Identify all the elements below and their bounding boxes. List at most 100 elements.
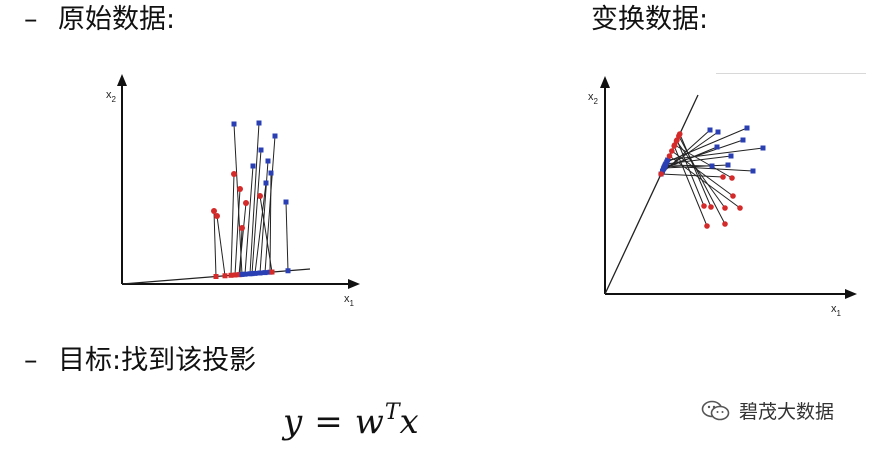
right-stem [667,147,764,161]
formula-equals: = [314,402,343,442]
left-red-point [239,225,245,231]
right-stem [663,164,729,169]
original-data-plot: x2 x1 [106,74,360,308]
left-stem [249,122,260,274]
right-stem [676,139,705,207]
left-blue-point [258,147,264,153]
right-y-arrow-icon [600,76,610,88]
right-blue-point [707,127,713,133]
right-x-arrow-icon [845,289,857,299]
heading-goal-text: 目标:找到该投影 [58,345,257,376]
left-stem [264,135,276,273]
right-red-point [729,175,735,181]
right-blue-point [760,145,766,151]
right-stem [674,144,733,179]
right-blue-point [744,125,750,131]
left-red-point [211,208,217,214]
left-axes [117,74,360,289]
formula-transpose: T [384,400,400,425]
right-blue-point [740,137,746,143]
left-x-axis-label: x1 [344,293,355,308]
right-stem [664,165,754,172]
right-red-point [708,204,714,210]
bullet-dash: – [24,345,38,376]
left-projected-point [285,268,291,274]
right-projected-point [665,157,671,163]
left-y-arrow-icon [117,74,127,86]
right-blue-point [750,168,756,174]
left-projected-point [242,271,248,277]
left-blue-point [256,120,262,126]
left-blue-point [283,199,289,205]
heading-transformed-text: 变换数据: [591,4,709,35]
heading-original-data: – 原始数据: [24,4,175,36]
right-y-axis-label: x2 [588,91,599,106]
divider-line [716,73,866,74]
right-stem [671,150,734,197]
right-red-point [720,174,726,180]
left-projected-point [257,270,263,276]
formula-y: y [283,402,303,442]
right-projected-point [658,171,664,177]
left-stem [216,215,226,276]
right-projected-point [662,162,668,168]
left-projected-point [232,272,238,278]
heading-goal: – 目标:找到该投影 [24,345,256,377]
left-projected-point [262,270,268,276]
right-red-point [722,221,728,227]
right-red-point [704,223,710,229]
right-projected-point [669,148,675,154]
formula-x: x [399,402,419,442]
right-blue-point [714,144,720,150]
left-blue-point [268,170,274,176]
left-stem [230,173,235,276]
left-stem [269,172,272,273]
right-blue-point [709,163,715,169]
right-projection-stems [660,127,764,227]
left-projected-point [213,274,219,279]
left-projected-point [222,273,228,279]
right-projection-line [604,94,699,295]
right-stem [673,145,708,227]
left-red-point [214,213,220,219]
wechat-icon [701,400,730,420]
right-blue-point [728,153,734,159]
transformed-data-plot: x2 x1 [588,76,857,318]
right-stem [679,133,712,208]
left-stem [244,165,254,275]
left-x-arrow-icon [348,279,360,289]
right-projected-point [671,143,677,149]
left-red-point [243,200,249,206]
left-red-point [237,186,243,192]
left-blue-point [272,133,278,139]
left-stem [285,201,289,271]
left-projection-stems [213,122,289,277]
right-data-points [658,125,766,229]
left-red-point [257,193,263,199]
left-stem [234,188,241,276]
right-red-point [730,193,736,199]
left-blue-point [263,180,269,186]
right-blue-point [715,129,721,135]
left-red-point [231,171,237,177]
right-x-axis-label: x1 [831,303,842,318]
left-stem [251,149,262,274]
left-projected-point [239,271,245,277]
heading-transformed-data: 变换数据: [591,4,708,36]
watermark: 碧茂大数据 [701,397,834,424]
left-projected-point [252,270,258,276]
right-stem [676,140,726,209]
right-red-point [701,203,707,209]
left-stem [233,123,243,275]
left-stem [254,182,267,274]
bullet-dash: – [24,4,38,35]
right-projected-point [660,166,666,172]
left-projected-point [228,272,234,278]
watermark-text: 碧茂大数据 [739,401,835,423]
left-y-axis-label: x2 [106,89,117,104]
right-red-point [737,205,743,211]
left-stem [213,210,217,277]
right-stem [669,155,741,209]
formula-w: w [354,402,384,442]
left-projected-point [249,271,255,277]
